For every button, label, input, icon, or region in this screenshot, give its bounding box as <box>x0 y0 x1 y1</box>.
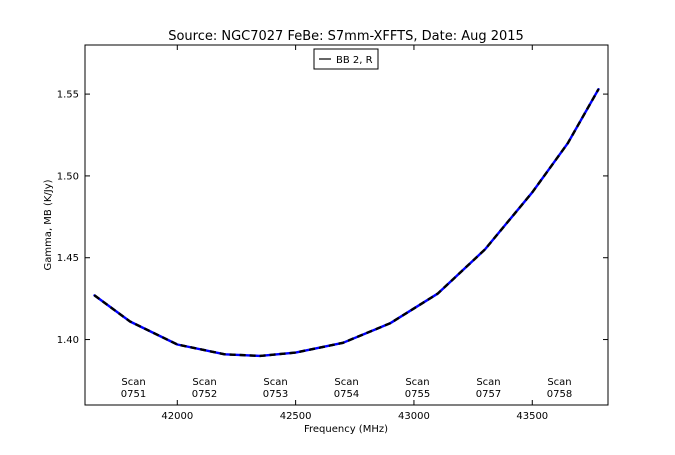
legend-label: BB 2, R <box>336 55 373 66</box>
legend-box <box>313 48 379 70</box>
data-point <box>531 191 533 193</box>
y-tick-label: 1.50 <box>57 171 79 182</box>
data-point <box>437 293 439 295</box>
data-point <box>176 343 178 346</box>
scan-label: Scan <box>547 377 571 388</box>
scan-annotation-layer: Scan0751Scan0752Scan0753Scan0754Scan0755… <box>121 377 572 400</box>
scan-label: Scan <box>476 377 500 388</box>
scan-number: 0757 <box>476 389 501 400</box>
data-point <box>567 142 569 144</box>
x-axis-label: Frequency (MHz) <box>304 424 388 435</box>
plot-area <box>84 44 609 406</box>
scan-label: Scan <box>192 377 216 388</box>
x-tick-label: 43500 <box>516 411 548 422</box>
data-point <box>129 320 131 323</box>
scan-number: 0752 <box>192 389 217 400</box>
data-point <box>93 294 96 296</box>
x-tick-label: 43000 <box>398 411 430 422</box>
scan-label: Scan <box>263 377 287 388</box>
data-point <box>389 322 391 324</box>
chart-title: Source: NGC7027 FeBe: S7mm-XFFTS, Date: … <box>168 29 524 44</box>
scan-number: 0758 <box>547 389 572 400</box>
scan-number: 0753 <box>263 389 288 400</box>
scan-label: Scan <box>334 377 358 388</box>
data-point <box>295 352 297 354</box>
scan-label: Scan <box>405 377 429 388</box>
data-point <box>597 88 600 90</box>
y-tick-label: 1.45 <box>57 253 79 264</box>
scan-number: 0755 <box>405 389 430 400</box>
tick-layer: 42000 42500 43000 43500 1.40 1.45 1.50 1.55 <box>57 45 608 422</box>
data-point <box>484 248 486 251</box>
scan-number: 0751 <box>121 389 146 400</box>
scan-label: Scan <box>121 377 145 388</box>
x-tick-label: 42000 <box>161 411 193 422</box>
series-layer <box>93 88 600 358</box>
y-axis-label: Gamma, MB (K/Jy) <box>43 179 54 270</box>
scan-number: 0754 <box>334 389 359 400</box>
data-point <box>224 353 226 355</box>
legend: BB 2, R <box>313 48 379 70</box>
y-tick-label: 1.55 <box>57 90 79 101</box>
data-point <box>259 355 261 357</box>
data-point <box>342 342 344 344</box>
x-tick-label: 42500 <box>280 411 312 422</box>
y-tick-label: 1.40 <box>57 335 79 346</box>
